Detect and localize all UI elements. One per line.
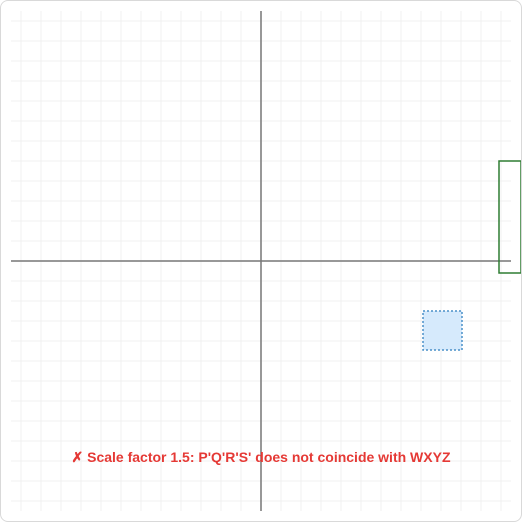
status-message: ✗ Scale factor 1.5: P'Q'R'S' does not co… [71,449,451,465]
image-square-pqrs[interactable] [422,310,463,351]
target-square-wxyz [498,160,521,274]
